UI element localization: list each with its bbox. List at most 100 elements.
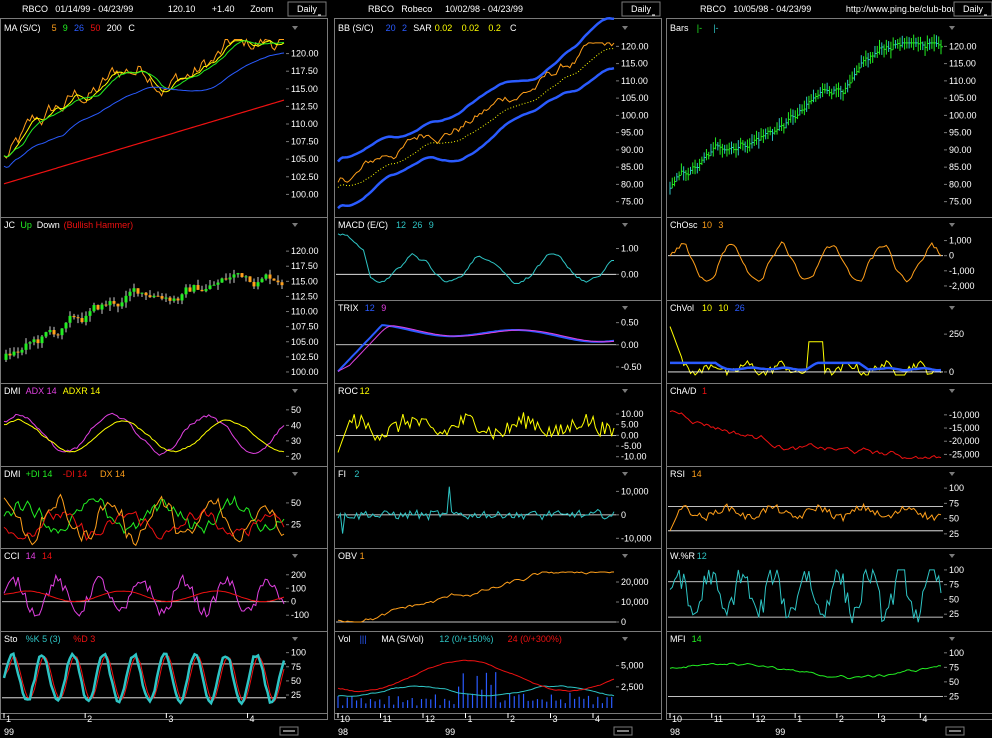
candle-body bbox=[248, 276, 252, 282]
y-tick-label: 100 bbox=[949, 648, 964, 658]
y-tick-label: 110.00 bbox=[949, 76, 976, 86]
y-tick-label: 10,000 bbox=[621, 486, 649, 496]
panel-menu-icon bbox=[949, 472, 955, 476]
legend-label: 10 bbox=[718, 303, 728, 313]
legend-label: 200 bbox=[107, 23, 122, 33]
y-tick-label: 10.00 bbox=[621, 409, 644, 419]
y-tick-label: 2,500 bbox=[621, 682, 644, 692]
y-tick-label: 50 bbox=[291, 676, 301, 686]
candle-body bbox=[32, 339, 36, 343]
cci-line bbox=[3, 573, 285, 618]
legend-label: 2 bbox=[354, 469, 359, 479]
panel-menu-icon bbox=[292, 554, 298, 558]
y-tick-label: 107.50 bbox=[291, 137, 319, 147]
candle-body bbox=[264, 274, 268, 279]
chaikin-oscillator-line bbox=[669, 241, 942, 283]
candle-body bbox=[80, 318, 84, 323]
y-tick-label: 110.00 bbox=[291, 119, 318, 129]
legend-label: SAR bbox=[413, 23, 432, 33]
y-tick-label: 50 bbox=[291, 405, 301, 415]
year-label: 99 bbox=[4, 727, 14, 737]
trix-signal-line bbox=[337, 325, 615, 372]
panel-menu-icon bbox=[292, 389, 298, 393]
panel-w-r: W.%R 12 100 75 50 25 bbox=[666, 551, 992, 632]
chaikin-ad-line bbox=[669, 410, 942, 459]
bollinger-lower-line bbox=[337, 66, 615, 210]
candle-body bbox=[204, 289, 208, 292]
panel-menu-icon bbox=[622, 637, 628, 641]
date-axis-2: 10 11 12 1 2 3 498 99 bbox=[337, 713, 633, 737]
legend-label: 9 bbox=[381, 303, 386, 313]
year-label: 99 bbox=[445, 727, 455, 737]
y-tick-label: 115.00 bbox=[621, 59, 648, 69]
candle-body bbox=[72, 315, 76, 318]
legend-label: Down bbox=[37, 220, 60, 230]
candle-body bbox=[144, 292, 148, 296]
y-tick-label: 105.00 bbox=[949, 93, 977, 103]
panel-obv: OBV 1 20,000 10,000 0 bbox=[334, 551, 661, 632]
y-tick-label: -5.00 bbox=[621, 441, 642, 451]
y-tick-label: -15,000 bbox=[949, 423, 980, 433]
candle-body bbox=[60, 328, 64, 336]
panel-menu-icon bbox=[622, 26, 628, 30]
legend-label: +DI 14 bbox=[26, 469, 53, 479]
chaikin-volatility-line bbox=[669, 326, 942, 377]
panel-menu-icon bbox=[949, 554, 955, 558]
candle-body bbox=[8, 353, 12, 356]
candle-body bbox=[228, 277, 232, 280]
y-tick-label: 75 bbox=[949, 498, 959, 508]
legend-label: Vol bbox=[338, 634, 351, 644]
panel-menu-icon bbox=[949, 306, 955, 310]
y-tick-label: 115.00 bbox=[949, 59, 976, 69]
legend-label: MA (S/C) bbox=[4, 23, 41, 33]
sar-line bbox=[337, 48, 615, 188]
y-tick-label: 102.50 bbox=[291, 172, 319, 182]
legend-label: BB (S/C) bbox=[338, 23, 374, 33]
panel-menu-icon bbox=[622, 223, 628, 227]
y-tick-label: 100 bbox=[949, 483, 964, 493]
panel-jc: JC Up Down (Bullish Hammer) 120.00 117.50 115.… bbox=[0, 220, 327, 384]
candle-body bbox=[184, 287, 188, 295]
legend-label: 26 bbox=[735, 303, 745, 313]
y-tick-label: 105.00 bbox=[621, 93, 649, 103]
legend-label: DMI bbox=[4, 386, 21, 396]
legend-label: DMI bbox=[4, 469, 21, 479]
adxr-line bbox=[3, 418, 285, 453]
legend-label: ChOsc bbox=[670, 220, 698, 230]
candle-body bbox=[84, 315, 88, 323]
y-tick-label: 112.50 bbox=[291, 101, 318, 111]
y-tick-label: 120.00 bbox=[949, 41, 977, 51]
minus-di-line bbox=[3, 508, 285, 541]
legend-label: 14 bbox=[42, 551, 52, 561]
y-tick-label: 115.00 bbox=[291, 84, 318, 94]
y-tick-label: 100 bbox=[949, 565, 964, 575]
legend-label: (Bullish Hammer) bbox=[64, 220, 134, 230]
candle-body bbox=[76, 317, 80, 319]
candle-body bbox=[200, 289, 204, 292]
candle-body bbox=[212, 284, 216, 286]
legend-label: ChVol bbox=[670, 303, 694, 313]
y-tick-label: 50 bbox=[949, 514, 959, 524]
macd-line bbox=[337, 233, 614, 285]
percent-d-line bbox=[3, 654, 285, 703]
legend-label: OBV bbox=[338, 551, 357, 561]
year-label: 98 bbox=[338, 727, 348, 737]
candle-body bbox=[40, 336, 44, 344]
interval-label: Daily bbox=[297, 4, 318, 14]
candle-body bbox=[224, 278, 228, 280]
x-tick-label: 1 bbox=[797, 714, 802, 724]
candle-body bbox=[56, 334, 60, 336]
legend-label: Up bbox=[20, 220, 32, 230]
candle-body bbox=[104, 304, 108, 306]
interval-button bbox=[287, 1, 327, 17]
x-tick-label: 3 bbox=[553, 714, 558, 724]
y-tick-label: -1,000 bbox=[949, 266, 975, 276]
column-header-3: RBCO 10/05/98 - 04/23/99 http://www.ping.b… bbox=[700, 1, 992, 17]
candle-body bbox=[256, 282, 260, 287]
candle-body bbox=[152, 295, 156, 298]
candle-body bbox=[140, 292, 144, 294]
candle-body bbox=[88, 311, 92, 316]
y-tick-label: 25 bbox=[291, 690, 301, 700]
legend-label: 24 (0/+300%) bbox=[508, 634, 562, 644]
interval-label: Daily bbox=[963, 4, 984, 14]
